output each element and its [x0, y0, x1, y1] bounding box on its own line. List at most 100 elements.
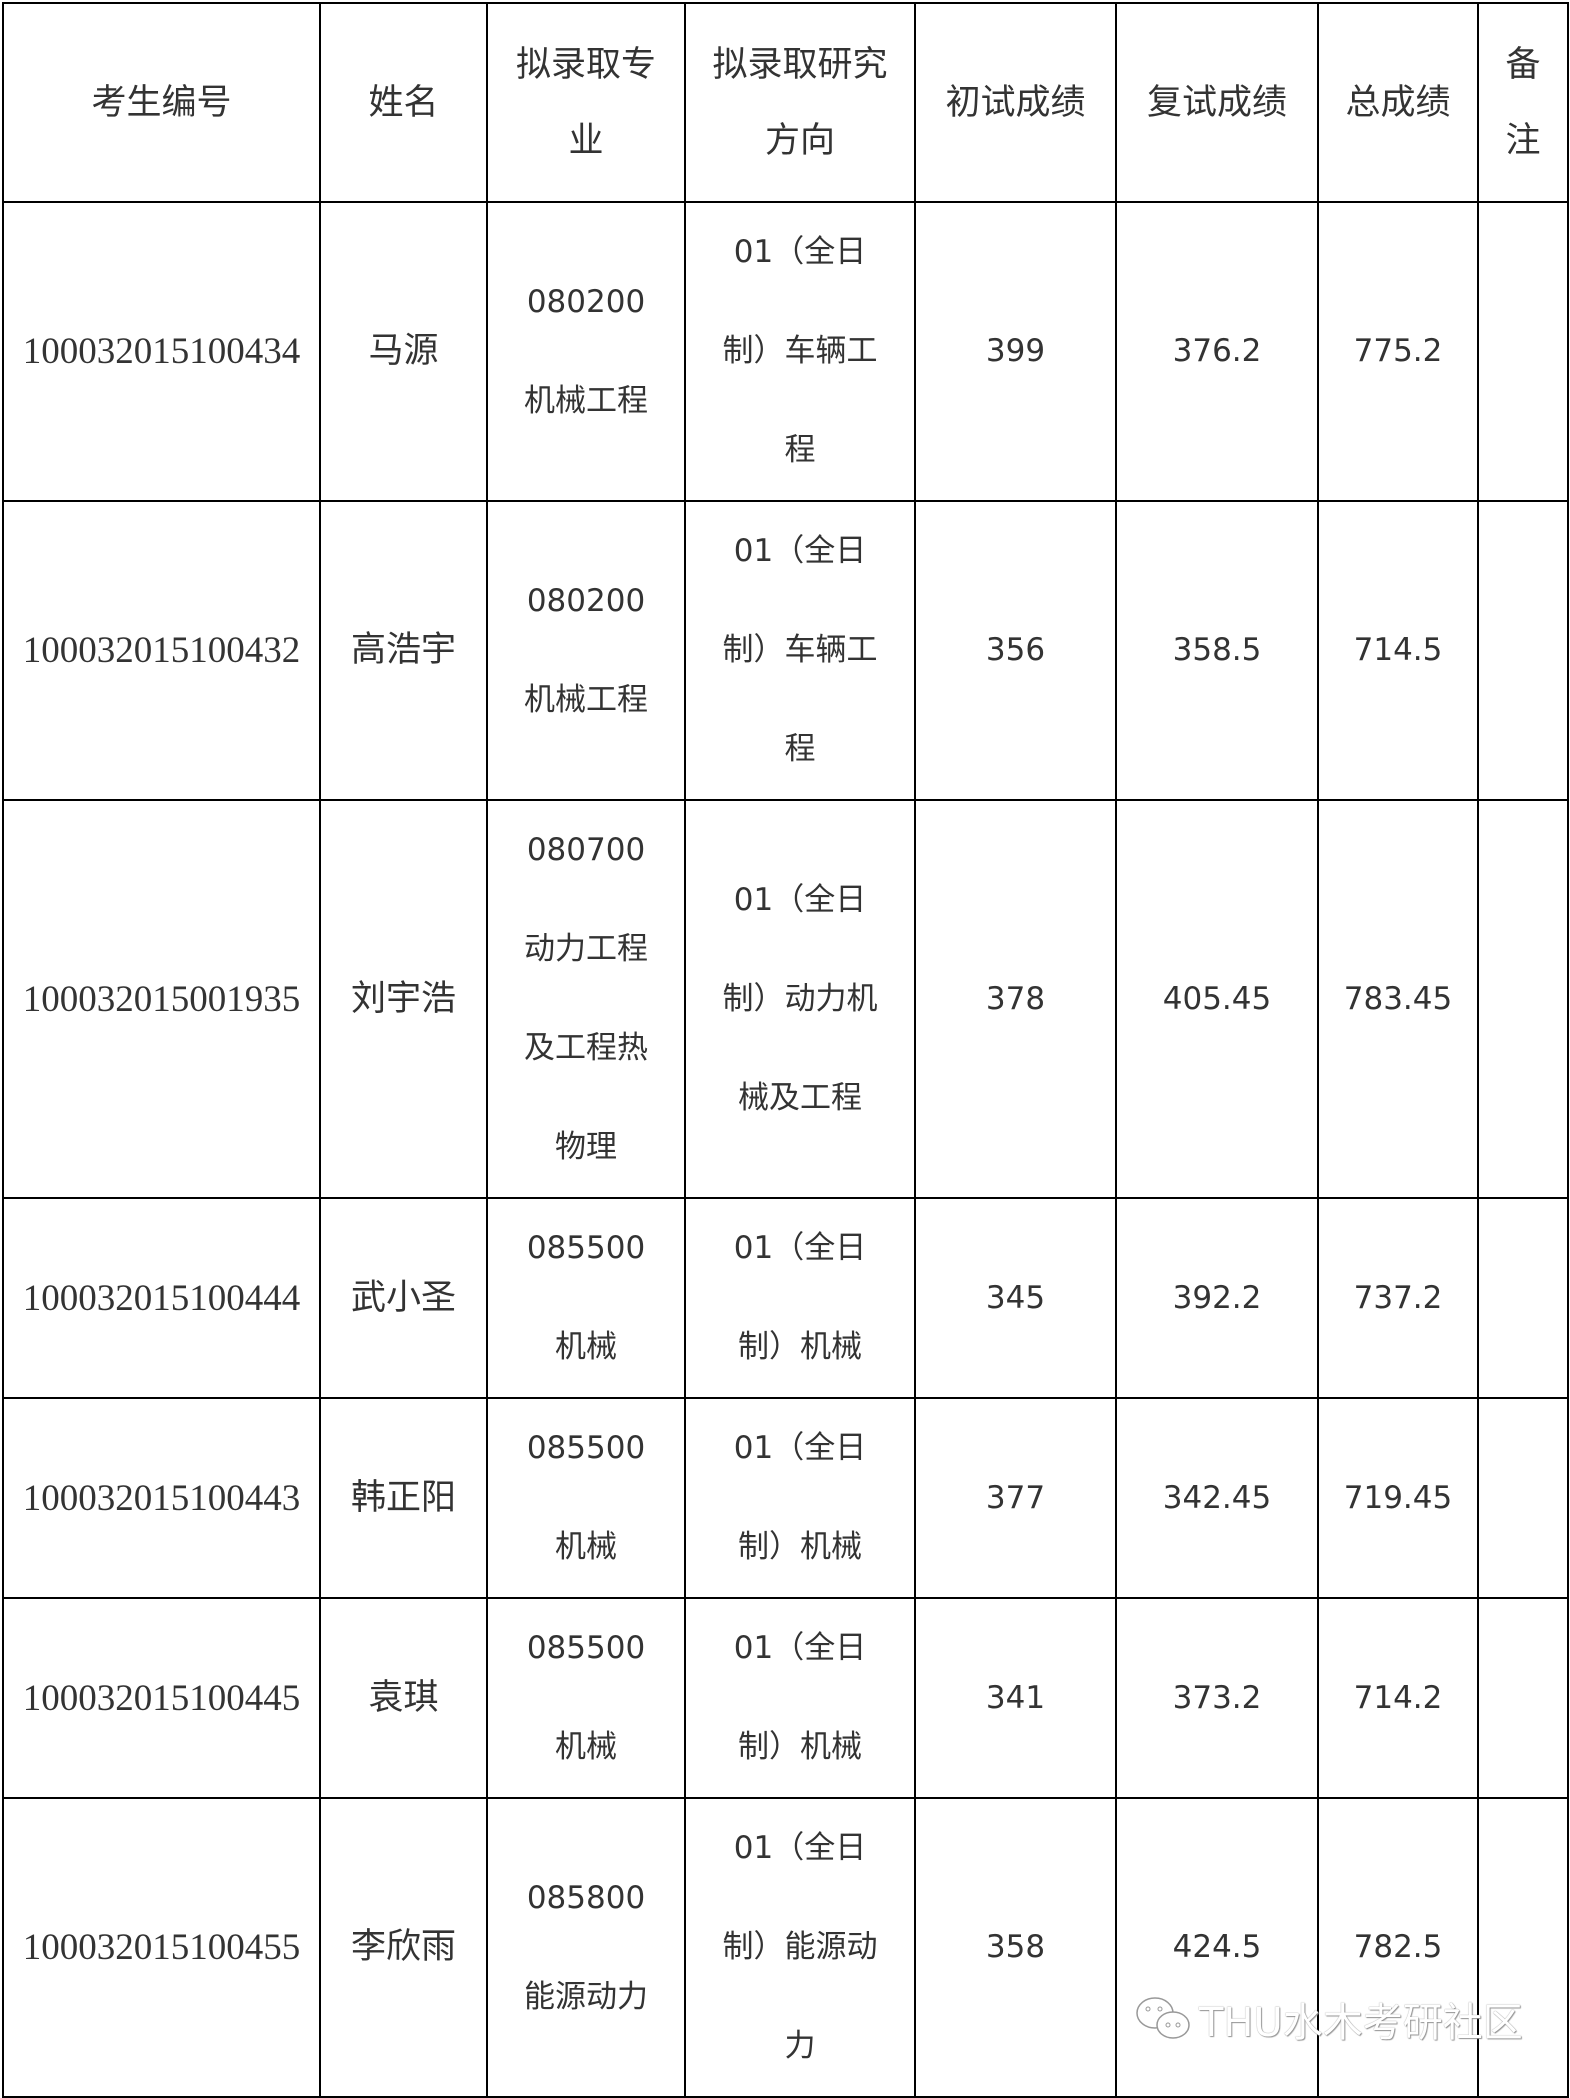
- remarks-cell: [1477, 500, 1569, 801]
- total-score: 714.2: [1353, 1679, 1443, 1716]
- retest-score-cell: 424.5: [1115, 1797, 1319, 2098]
- candidate-id: 100032015100443: [22, 1477, 301, 1519]
- remarks-cell: [1477, 1397, 1569, 1599]
- major: 085500 机械: [526, 1630, 646, 1765]
- name: 刘宇浩: [350, 978, 456, 1019]
- total-score-cell: 719.45: [1317, 1397, 1479, 1599]
- retest-score-cell: 392.2: [1115, 1197, 1319, 1399]
- remarks-cell: [1477, 1597, 1569, 1799]
- initial-score: 356: [985, 632, 1046, 668]
- initial-score: 378: [985, 980, 1046, 1017]
- total-score: 714.5: [1353, 632, 1443, 668]
- retest-score: 373.2: [1172, 1679, 1262, 1716]
- initial-score-cell: 341: [914, 1597, 1117, 1799]
- table-row: 100032015100455 李欣雨 085800 能源动力 01（全日制）能源动力…: [2, 1797, 1569, 2098]
- candidate-id-cell: 100032015100443: [2, 1397, 321, 1599]
- research-direction-cell: 01（全日制）机械: [684, 1197, 916, 1399]
- header-label: 备注: [1505, 44, 1541, 161]
- column-header: 总成绩: [1317, 2, 1479, 203]
- candidate-id: 100032015100432: [22, 630, 301, 671]
- research-direction: 01（全日制）机械: [733, 1630, 867, 1765]
- initial-score-cell: 399: [914, 201, 1117, 502]
- candidate-id-cell: 100032015100432: [2, 500, 321, 801]
- major-cell: 080200 机械工程: [486, 201, 686, 502]
- header-label: 考生编号: [91, 82, 232, 123]
- retest-score-cell: 373.2: [1115, 1597, 1319, 1799]
- name: 李欣雨: [350, 1927, 456, 1967]
- major-cell: 085800 能源动力: [486, 1797, 686, 2098]
- candidate-id: 100032015100434: [22, 331, 301, 372]
- initial-score-cell: 377: [914, 1397, 1117, 1599]
- column-header: 复试成绩: [1115, 2, 1319, 203]
- candidate-id-cell: 100032015100445: [2, 1597, 321, 1799]
- major-cell: 080700 动力工程及工程热物理: [486, 799, 686, 1199]
- name: 高浩宇: [350, 630, 456, 670]
- research-direction-cell: 01（全日制）车辆工程: [684, 500, 916, 801]
- total-score: 737.2: [1353, 1279, 1443, 1316]
- retest-score: 358.5: [1172, 632, 1262, 668]
- table-row: 100032015100445 袁琪 085500 机械 01（全日制）机械 341 37…: [2, 1597, 1569, 1799]
- name-cell: 武小圣: [319, 1197, 488, 1399]
- name: 袁琪: [368, 1677, 439, 1718]
- remarks-cell: [1477, 1797, 1569, 2098]
- retest-score: 376.2: [1172, 333, 1262, 369]
- column-header: 姓名: [319, 2, 488, 203]
- name-cell: 马源: [319, 201, 488, 502]
- remarks-cell: [1477, 1197, 1569, 1399]
- major-cell: 085500 机械: [486, 1397, 686, 1599]
- remarks-cell: [1477, 799, 1569, 1199]
- retest-score-cell: 358.5: [1115, 500, 1319, 801]
- name-cell: 刘宇浩: [319, 799, 488, 1199]
- candidate-id-cell: 100032015100434: [2, 201, 321, 502]
- major-cell: 080200 机械工程: [486, 500, 686, 801]
- initial-score-cell: 356: [914, 500, 1117, 801]
- retest-score-cell: 405.45: [1115, 799, 1319, 1199]
- column-header: 拟录取专业: [486, 2, 686, 203]
- name: 马源: [368, 331, 439, 371]
- research-direction: 01（全日制）能源动力: [722, 1830, 878, 2064]
- retest-score: 424.5: [1172, 1929, 1262, 1965]
- header-label: 拟录取专业: [516, 44, 657, 161]
- major: 085500 机械: [526, 1230, 646, 1365]
- candidate-id: 100032015100455: [22, 1927, 301, 1968]
- research-direction: 01（全日制）动力机械及工程: [722, 881, 878, 1116]
- candidate-id: 100032015100445: [22, 1677, 301, 1719]
- header-label: 姓名: [368, 82, 439, 123]
- initial-score: 399: [985, 333, 1046, 369]
- initial-score-cell: 378: [914, 799, 1117, 1199]
- table-row: 100032015100444 武小圣 085500 机械 01（全日制）机械 345 3…: [2, 1197, 1569, 1399]
- remarks-cell: [1477, 201, 1569, 502]
- candidate-id: 100032015001935: [22, 978, 301, 1020]
- total-score: 719.45: [1343, 1479, 1453, 1516]
- header-label: 初试成绩: [945, 82, 1086, 123]
- research-direction: 01（全日制）车辆工程: [722, 234, 878, 468]
- retest-score: 405.45: [1162, 980, 1272, 1017]
- candidate-id-cell: 100032015001935: [2, 799, 321, 1199]
- name-cell: 韩正阳: [319, 1397, 488, 1599]
- wechat-icon: [1136, 1997, 1190, 2039]
- major-cell: 085500 机械: [486, 1197, 686, 1399]
- retest-score: 342.45: [1162, 1479, 1272, 1516]
- total-score: 782.5: [1353, 1929, 1443, 1965]
- total-score: 775.2: [1353, 333, 1443, 369]
- total-score-cell: 775.2: [1317, 201, 1479, 502]
- retest-score-cell: 342.45: [1115, 1397, 1319, 1599]
- research-direction-cell: 01（全日制）机械: [684, 1597, 916, 1799]
- total-score-cell: 737.2: [1317, 1197, 1479, 1399]
- major-cell: 085500 机械: [486, 1597, 686, 1799]
- research-direction: 01（全日制）机械: [733, 1430, 867, 1565]
- header-label: 拟录取研究方向: [712, 44, 888, 161]
- initial-score: 341: [985, 1679, 1046, 1716]
- candidate-id: 100032015100444: [22, 1277, 301, 1319]
- watermark: THU水木考研社区: [1135, 1990, 1523, 2048]
- table-row: 100032015100434 马源 080200 机械工程 01（全日制）车辆工程 3…: [2, 201, 1569, 502]
- initial-score: 345: [985, 1279, 1046, 1316]
- name: 武小圣: [350, 1277, 456, 1318]
- research-direction-cell: 01（全日制）能源动力: [684, 1797, 916, 2098]
- retest-score-cell: 376.2: [1115, 201, 1319, 502]
- major: 085800 能源动力: [524, 1879, 648, 2015]
- header-label: 复试成绩: [1146, 82, 1287, 123]
- major: 080700 动力工程及工程热物理: [524, 832, 648, 1165]
- research-direction: 01（全日制）车辆工程: [722, 533, 878, 767]
- research-direction-cell: 01（全日制）动力机械及工程: [684, 799, 916, 1199]
